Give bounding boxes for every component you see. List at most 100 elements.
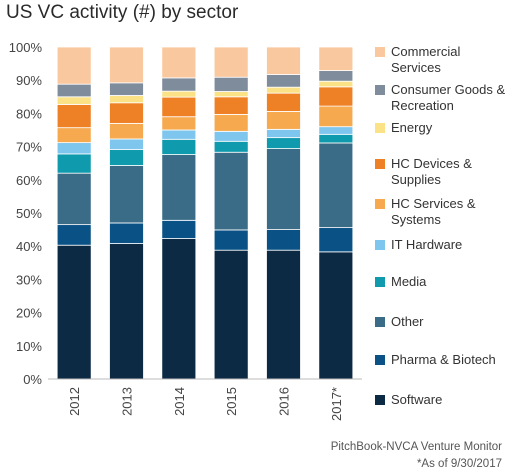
bar-segment-hc-services-systems-2013: [109, 122, 144, 140]
bar-segment-commercial-services-2016: [266, 46, 301, 75]
legend-label: Other: [391, 314, 424, 329]
bar-segment-media-2016: [266, 137, 301, 149]
bar-segment-software-2016: [266, 249, 301, 380]
bar-segment-consumer-goods-recreation-2016: [266, 74, 301, 88]
bar-segment-hc-services-systems-2017: [318, 105, 354, 128]
legend-swatch: [375, 85, 385, 95]
bar-segment-other-2015: [213, 151, 249, 231]
y-tick-label: 90%: [16, 73, 42, 88]
bar-segment-it-hardware-2015: [213, 130, 249, 142]
bar-segment-hc-services-systems-2014: [161, 116, 197, 131]
bar-segment-hc-devices-supplies-2015: [213, 96, 249, 115]
bar-segment-software-2013: [109, 243, 144, 380]
legend-item: IT Hardware: [375, 237, 509, 253]
legend-label: HC Services & Systems: [391, 196, 476, 227]
legend-item: HC Devices & Supplies: [375, 156, 509, 188]
y-tick-label: 0%: [23, 372, 42, 387]
legend-swatch: [375, 277, 385, 287]
bar-segment-commercial-services-2015: [213, 46, 249, 78]
bar-segment-hc-services-systems-2012: [56, 127, 92, 144]
legend-item: Other: [375, 314, 509, 330]
bar-segment-commercial-services-2012: [56, 46, 92, 85]
bar-segment-other-2016: [266, 148, 301, 230]
bar-segment-consumer-goods-recreation-2012: [56, 83, 92, 98]
bar-segment-software-2012: [56, 244, 92, 380]
bar-segment-it-hardware-2016: [266, 128, 301, 139]
legend-item: Energy: [375, 120, 509, 136]
legend-label: Commercial Services: [391, 44, 461, 75]
bar-segment-software-2014: [161, 238, 197, 380]
legend-label: Consumer Goods & Recreation: [391, 82, 506, 113]
bar-segment-hc-devices-supplies-2016: [266, 92, 301, 112]
y-tick-label: 30%: [16, 272, 42, 287]
x-tick-label: 2017*: [329, 387, 344, 421]
bar-segment-software-2015: [213, 249, 249, 380]
bar-segment-it-hardware-2013: [109, 138, 144, 150]
legend-swatch: [375, 355, 385, 365]
x-tick-label: 2013: [120, 387, 135, 416]
y-tick-label: 70%: [16, 140, 42, 155]
bar-segment-media-2017: [318, 133, 354, 144]
bar-segment-hc-devices-supplies-2012: [56, 104, 92, 129]
bar-segment-hc-services-systems-2016: [266, 111, 301, 130]
bar-segment-energy-2012: [56, 96, 92, 105]
x-tick-label: 2015: [224, 387, 239, 416]
bar-segment-energy-2016: [266, 86, 301, 94]
legend-item: Pharma & Biotech: [375, 352, 509, 368]
bar-segment-software-2017: [318, 251, 354, 380]
y-tick-label: 60%: [16, 173, 42, 188]
legend-swatch: [375, 240, 385, 250]
bar-segment-it-hardware-2017: [318, 126, 354, 135]
y-tick-label: 100%: [9, 40, 43, 55]
x-tick-label: 2016: [277, 387, 292, 416]
bar-segment-energy-2017: [318, 80, 354, 88]
bar-segment-energy-2014: [161, 90, 197, 98]
bar-segment-hc-devices-supplies-2017: [318, 86, 354, 107]
bar-segment-commercial-services-2014: [161, 46, 197, 79]
legend-label: Software: [391, 392, 443, 407]
legend-item: HC Services & Systems: [375, 196, 509, 228]
bar-segment-pharma-biotech-2015: [213, 229, 249, 251]
bar-segment-media-2014: [161, 138, 197, 155]
legend-label: Media: [391, 274, 427, 289]
bar-segment-hc-devices-supplies-2013: [109, 102, 144, 124]
stacked-bar-chart: 0% 10% 20% 30% 40% 50% 60% 70% 80% 90% 100% 2012 201…: [9, 40, 362, 421]
bar-segment-consumer-goods-recreation-2017: [318, 70, 354, 82]
bar-segment-other-2013: [109, 165, 144, 224]
legend-item: Software: [375, 392, 509, 408]
bar-segment-it-hardware-2014: [161, 129, 197, 140]
legend-label: Energy: [391, 120, 433, 135]
legend-label: Pharma & Biotech: [391, 352, 496, 367]
legend-label: IT Hardware: [391, 237, 463, 252]
bar-segment-pharma-biotech-2016: [266, 229, 301, 251]
legend-item: Media: [375, 274, 509, 290]
bar-segment-media-2012: [56, 153, 92, 174]
x-tick-label: 2012: [67, 387, 82, 416]
bar-segment-commercial-services-2013: [109, 46, 144, 84]
bar-segment-other-2014: [161, 154, 197, 221]
legend-swatch: [375, 317, 385, 327]
bar-segment-other-2017: [318, 142, 354, 229]
source-note: PitchBook-NVCA Venture Monitor: [330, 441, 502, 453]
bar-segment-it-hardware-2012: [56, 142, 92, 155]
legend-item: Consumer Goods & Recreation: [375, 82, 509, 114]
legend-label: HC Devices & Supplies: [391, 156, 472, 187]
bar-segment-media-2013: [109, 149, 144, 166]
bar-segment-energy-2015: [213, 91, 249, 98]
legend-swatch: [375, 123, 385, 133]
legend-swatch: [375, 395, 385, 405]
y-tick-label: 20%: [16, 306, 42, 321]
bar-segment-pharma-biotech-2013: [109, 222, 144, 244]
bar-segment-other-2012: [56, 172, 92, 226]
legend-swatch: [375, 199, 385, 209]
bar-segment-media-2015: [213, 140, 249, 153]
y-tick-label: 80%: [16, 106, 42, 121]
x-tick-label: 2014: [172, 387, 187, 416]
bar-segment-energy-2013: [109, 95, 144, 104]
legend-swatch: [375, 47, 385, 57]
bar-segment-hc-devices-supplies-2014: [161, 96, 197, 118]
bar-segment-consumer-goods-recreation-2014: [161, 77, 197, 92]
y-tick-label: 50%: [16, 206, 42, 221]
y-tick-label: 40%: [16, 239, 42, 254]
y-tick-label: 10%: [16, 339, 42, 354]
